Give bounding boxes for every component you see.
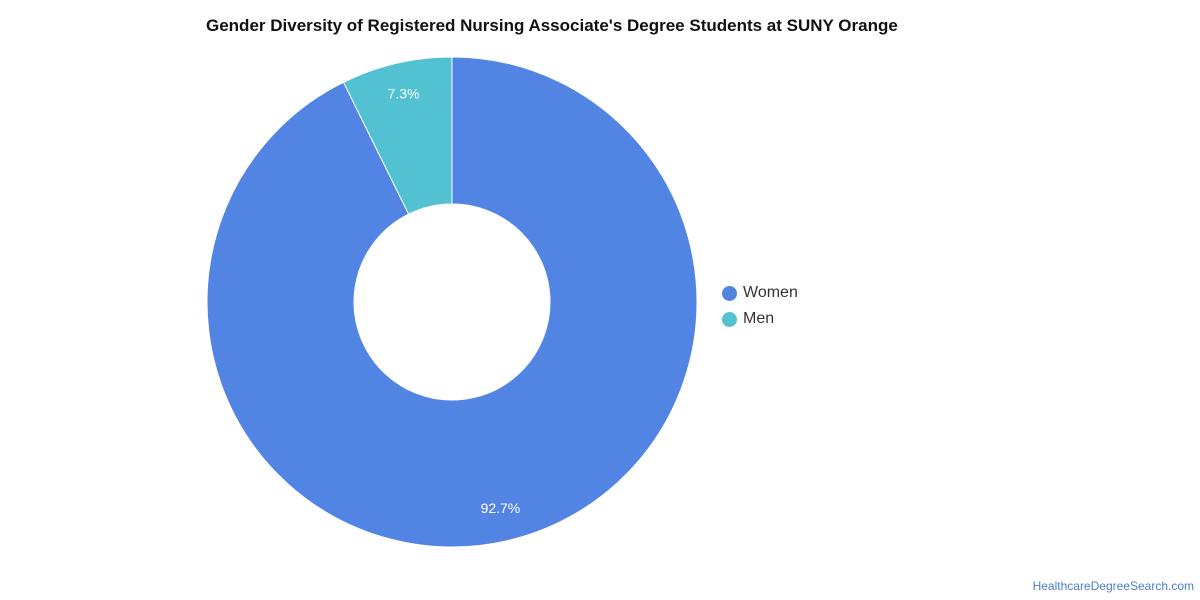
donut-slice-women[interactable] bbox=[206, 56, 698, 548]
legend-swatch-men bbox=[722, 311, 737, 327]
chart-title: Gender Diversity of Registered Nursing A… bbox=[206, 16, 898, 35]
slice-label-men: 7.3% bbox=[388, 85, 420, 101]
legend-label-women: Women bbox=[743, 284, 798, 301]
legend-item-women[interactable]: Women bbox=[722, 280, 798, 306]
legend-label-men: Men bbox=[743, 310, 775, 327]
chart-legend: Women Men bbox=[722, 280, 798, 332]
donut-slice-men[interactable] bbox=[342, 56, 453, 215]
legend-swatch-women bbox=[722, 285, 737, 301]
watermark-link[interactable]: HealthcareDegreeSearch.com bbox=[1032, 579, 1194, 593]
legend-item-men[interactable]: Men bbox=[722, 306, 798, 332]
slice-label-women: 92.7% bbox=[481, 500, 521, 516]
